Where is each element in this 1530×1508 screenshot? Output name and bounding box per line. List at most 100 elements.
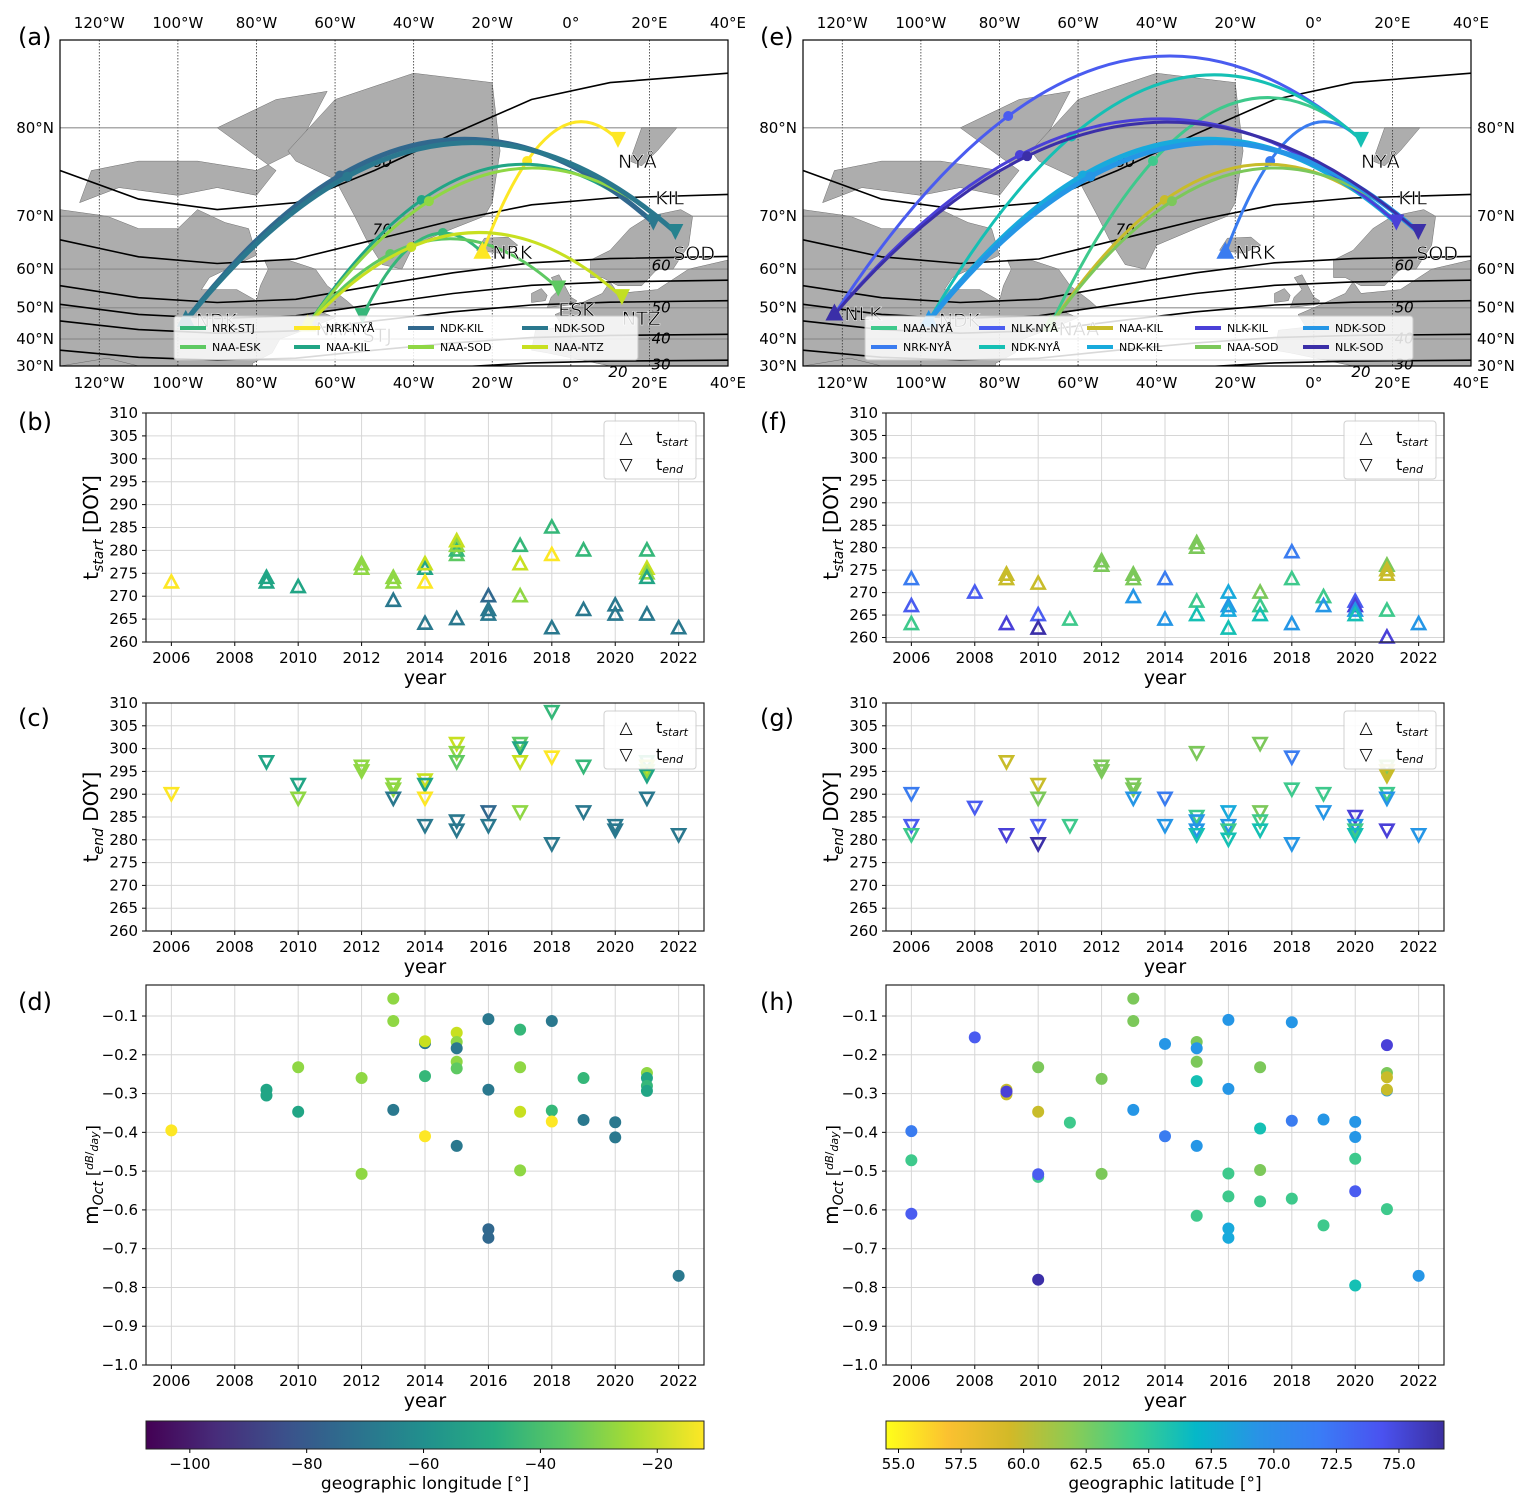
scatter-panel-b: (b) 2006 2008 2010 2012 2014 2016 2018 2020 2022 2… bbox=[18, 404, 705, 689]
legend-label: tend bbox=[1396, 455, 1424, 476]
station-marker bbox=[1388, 214, 1405, 231]
data-point bbox=[902, 827, 921, 844]
station-marker bbox=[609, 131, 626, 148]
data-point bbox=[1029, 777, 1047, 794]
axes-frame bbox=[885, 702, 1445, 932]
scatter-panel-h: (h) 2006 2008 2010 2012 2014 2016 2018 2020 2022 −… bbox=[760, 984, 1445, 1494]
y-tick-label: 285 bbox=[109, 808, 138, 826]
x-tick-label: 2020 bbox=[1336, 938, 1374, 956]
data-point bbox=[574, 540, 593, 557]
data-point bbox=[352, 554, 371, 571]
data-point bbox=[511, 736, 529, 753]
y-label-unit-den: day bbox=[88, 1131, 101, 1152]
y-tick-label: 305 bbox=[849, 426, 878, 444]
y-label-suffix: [DOY] bbox=[79, 475, 103, 539]
lon-tick-bottom: 20°W bbox=[472, 374, 514, 392]
data-point bbox=[1251, 823, 1269, 840]
legend-label: NDK-SOD bbox=[554, 322, 605, 335]
lon-tick-top: 60°W bbox=[314, 14, 356, 32]
x-tick-label: 2010 bbox=[1019, 1372, 1057, 1390]
legend-label: NAA-NYÅ bbox=[903, 322, 953, 335]
data-point bbox=[638, 604, 656, 621]
y-tick-label: 310 bbox=[849, 694, 878, 712]
x-tick-label: 2010 bbox=[279, 938, 317, 956]
y-label-unit-num: dB bbox=[83, 1155, 96, 1170]
ireland bbox=[1274, 288, 1291, 303]
lon-tick-bottom: 40°W bbox=[393, 374, 435, 392]
legend-label: NDK-NYÅ bbox=[1011, 341, 1061, 354]
data-point bbox=[514, 1061, 527, 1074]
data-point bbox=[1222, 1190, 1235, 1203]
x-tick-label: 2022 bbox=[1400, 938, 1438, 956]
lon-tick-bottom: 100°W bbox=[152, 374, 203, 392]
colorbar-tick-label: 67.5 bbox=[1195, 1455, 1228, 1473]
x-tick-label: 2012 bbox=[342, 1372, 380, 1390]
data-point bbox=[1029, 618, 1047, 635]
colorbar-label: geographic latitude [°] bbox=[1068, 1474, 1261, 1494]
y-tick-label: −1.0 bbox=[102, 1356, 138, 1374]
data-point bbox=[482, 1223, 495, 1236]
y-tick-label: 280 bbox=[849, 539, 878, 557]
data-point bbox=[1219, 618, 1238, 635]
data-point bbox=[1124, 777, 1142, 794]
y-label-unit-close: ] bbox=[83, 1125, 102, 1131]
data-point bbox=[511, 586, 529, 603]
data-point bbox=[1063, 1116, 1076, 1129]
y-tick-label: −0.7 bbox=[102, 1240, 138, 1258]
station-label: NRK bbox=[492, 242, 532, 264]
y-tick-label: 275 bbox=[849, 854, 878, 872]
data-point bbox=[1156, 791, 1174, 808]
data-point bbox=[669, 618, 688, 635]
x-tick-label: 2022 bbox=[1400, 649, 1438, 667]
data-point bbox=[1095, 1167, 1108, 1180]
data-point bbox=[1378, 564, 1396, 581]
legend-label: NLK-NYÅ bbox=[1011, 322, 1058, 335]
data-point bbox=[638, 558, 656, 576]
y-tick-label: −0.1 bbox=[842, 1007, 878, 1025]
y-tick-label: 295 bbox=[849, 471, 878, 489]
data-point bbox=[606, 595, 624, 612]
colorbar-label: geographic longitude [°] bbox=[321, 1474, 529, 1494]
geomagnetic-contour bbox=[463, 359, 728, 366]
lat-tick-left: 30°N bbox=[16, 357, 54, 375]
data-point bbox=[448, 531, 466, 548]
y-label-sub: start bbox=[831, 539, 847, 572]
data-point bbox=[638, 791, 656, 808]
grid bbox=[803, 40, 1471, 366]
data-point bbox=[419, 1130, 431, 1143]
data-point bbox=[1159, 1130, 1171, 1143]
data-point bbox=[1251, 805, 1269, 822]
station-label: KIL bbox=[655, 188, 684, 210]
legend-marker: △ bbox=[1359, 428, 1373, 448]
data-point bbox=[448, 545, 466, 562]
data-point bbox=[1380, 1203, 1393, 1216]
lon-tick-top: 40°W bbox=[1136, 14, 1178, 32]
data-point bbox=[574, 600, 593, 617]
data-point bbox=[1346, 818, 1364, 835]
colorbar-tick-label: 60.0 bbox=[1007, 1455, 1040, 1473]
data-point bbox=[355, 1167, 368, 1180]
y-tick-label: −0.6 bbox=[102, 1201, 138, 1219]
legend-label: tstart bbox=[1396, 718, 1429, 739]
data-point bbox=[289, 777, 307, 794]
data-point bbox=[1409, 827, 1428, 844]
data-point bbox=[1190, 1055, 1203, 1068]
contour-label: 40 bbox=[652, 330, 671, 348]
lon-tick-bottom: 0° bbox=[1305, 374, 1322, 392]
data-point bbox=[1219, 805, 1238, 822]
data-point bbox=[905, 1154, 918, 1167]
data-point bbox=[609, 1116, 622, 1129]
scandinavia bbox=[590, 209, 693, 286]
lat-tick-left: 50°N bbox=[16, 299, 54, 317]
y-tick-label: 310 bbox=[109, 404, 138, 422]
y-tick-label: 260 bbox=[109, 922, 138, 940]
data-point bbox=[384, 777, 402, 794]
data-point bbox=[387, 1103, 400, 1116]
x-axis-label: year bbox=[404, 1390, 447, 1412]
legend-label: NAA-NTZ bbox=[554, 341, 604, 354]
data-point bbox=[905, 1207, 918, 1220]
x-tick-label: 2020 bbox=[596, 649, 634, 667]
x-tick-label: 2006 bbox=[892, 1372, 930, 1390]
x-tick-label: 2014 bbox=[1146, 649, 1184, 667]
data-point bbox=[606, 818, 624, 835]
